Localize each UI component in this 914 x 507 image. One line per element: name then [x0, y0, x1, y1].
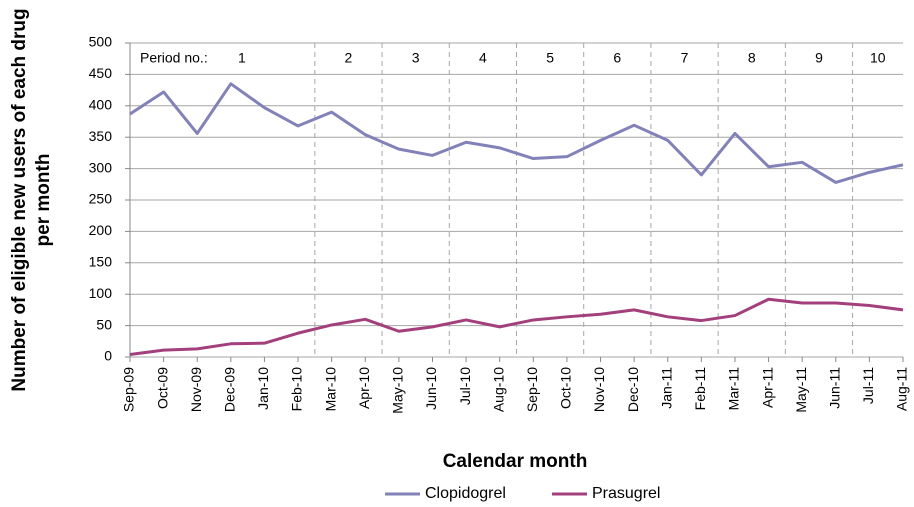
x-tick-label: Nov-09 [188, 367, 204, 412]
x-tick-label: Jan-11 [658, 367, 674, 409]
x-tick-label: Aug-11 [894, 367, 910, 411]
x-tick-label: Dec-10 [625, 367, 641, 412]
series-line [129, 297, 904, 356]
y-tick-label: 350 [89, 128, 113, 144]
y-tick-label: 150 [89, 254, 113, 270]
y-tick-label: 250 [89, 191, 113, 207]
y-axis-title: Number of eligible new users of each dru… [9, 8, 30, 391]
x-tick-label: Jun-10 [423, 367, 439, 410]
period-label: 7 [681, 50, 689, 66]
x-tick-label: May-10 [390, 367, 406, 414]
period-label: 6 [613, 50, 621, 66]
x-tick-label: Jan-10 [255, 367, 271, 410]
period-label: 2 [345, 50, 353, 66]
x-tick-label: May-11 [793, 367, 809, 413]
x-tick-label: Oct-10 [558, 367, 574, 409]
y-tick-label: 100 [89, 285, 113, 301]
x-tick-label: Jul-11 [860, 367, 876, 404]
x-tick-label: Aug-10 [490, 367, 506, 412]
period-label: 8 [748, 50, 756, 66]
y-tick-label: 300 [89, 159, 113, 175]
x-tick-label: Feb-10 [289, 367, 305, 412]
y-tick-label: 0 [104, 348, 112, 364]
x-tick-label: Mar-10 [322, 367, 338, 412]
y-tick-label: 450 [89, 65, 113, 81]
y-axis-title: per month [33, 154, 54, 247]
y-tick-label: 400 [89, 97, 113, 113]
x-tick-label: Mar-11 [726, 367, 742, 411]
x-tick-label: Apr-10 [356, 367, 372, 409]
x-tick-label: Jul-10 [457, 367, 473, 405]
y-tick-label: 50 [96, 316, 112, 332]
x-axis-title: Calendar month [443, 451, 588, 472]
x-tick-label: Dec-09 [222, 367, 238, 412]
x-tick-label: Apr-11 [759, 367, 775, 408]
x-tick-label: Sep-10 [524, 367, 540, 412]
legend-label: Clopidogrel [425, 485, 506, 502]
x-tick-label: Jun-11 [826, 367, 842, 409]
x-tick-label: Nov-10 [591, 367, 607, 412]
x-tick-label: Oct-09 [154, 367, 170, 409]
period-title: Period no.: [140, 50, 208, 66]
period-label: 5 [546, 50, 554, 66]
period-label: 1 [238, 50, 246, 66]
series-line [129, 82, 904, 184]
x-tick-label: Feb-11 [692, 367, 708, 411]
y-tick-label: 200 [89, 222, 113, 238]
period-label: 3 [412, 50, 420, 66]
period-label: 9 [815, 50, 823, 66]
x-tick-label: Sep-09 [121, 367, 137, 412]
period-label: 10 [870, 50, 886, 66]
y-tick-label: 500 [89, 34, 113, 50]
legend-label: Prasugrel [592, 485, 660, 502]
period-label: 4 [479, 50, 487, 66]
